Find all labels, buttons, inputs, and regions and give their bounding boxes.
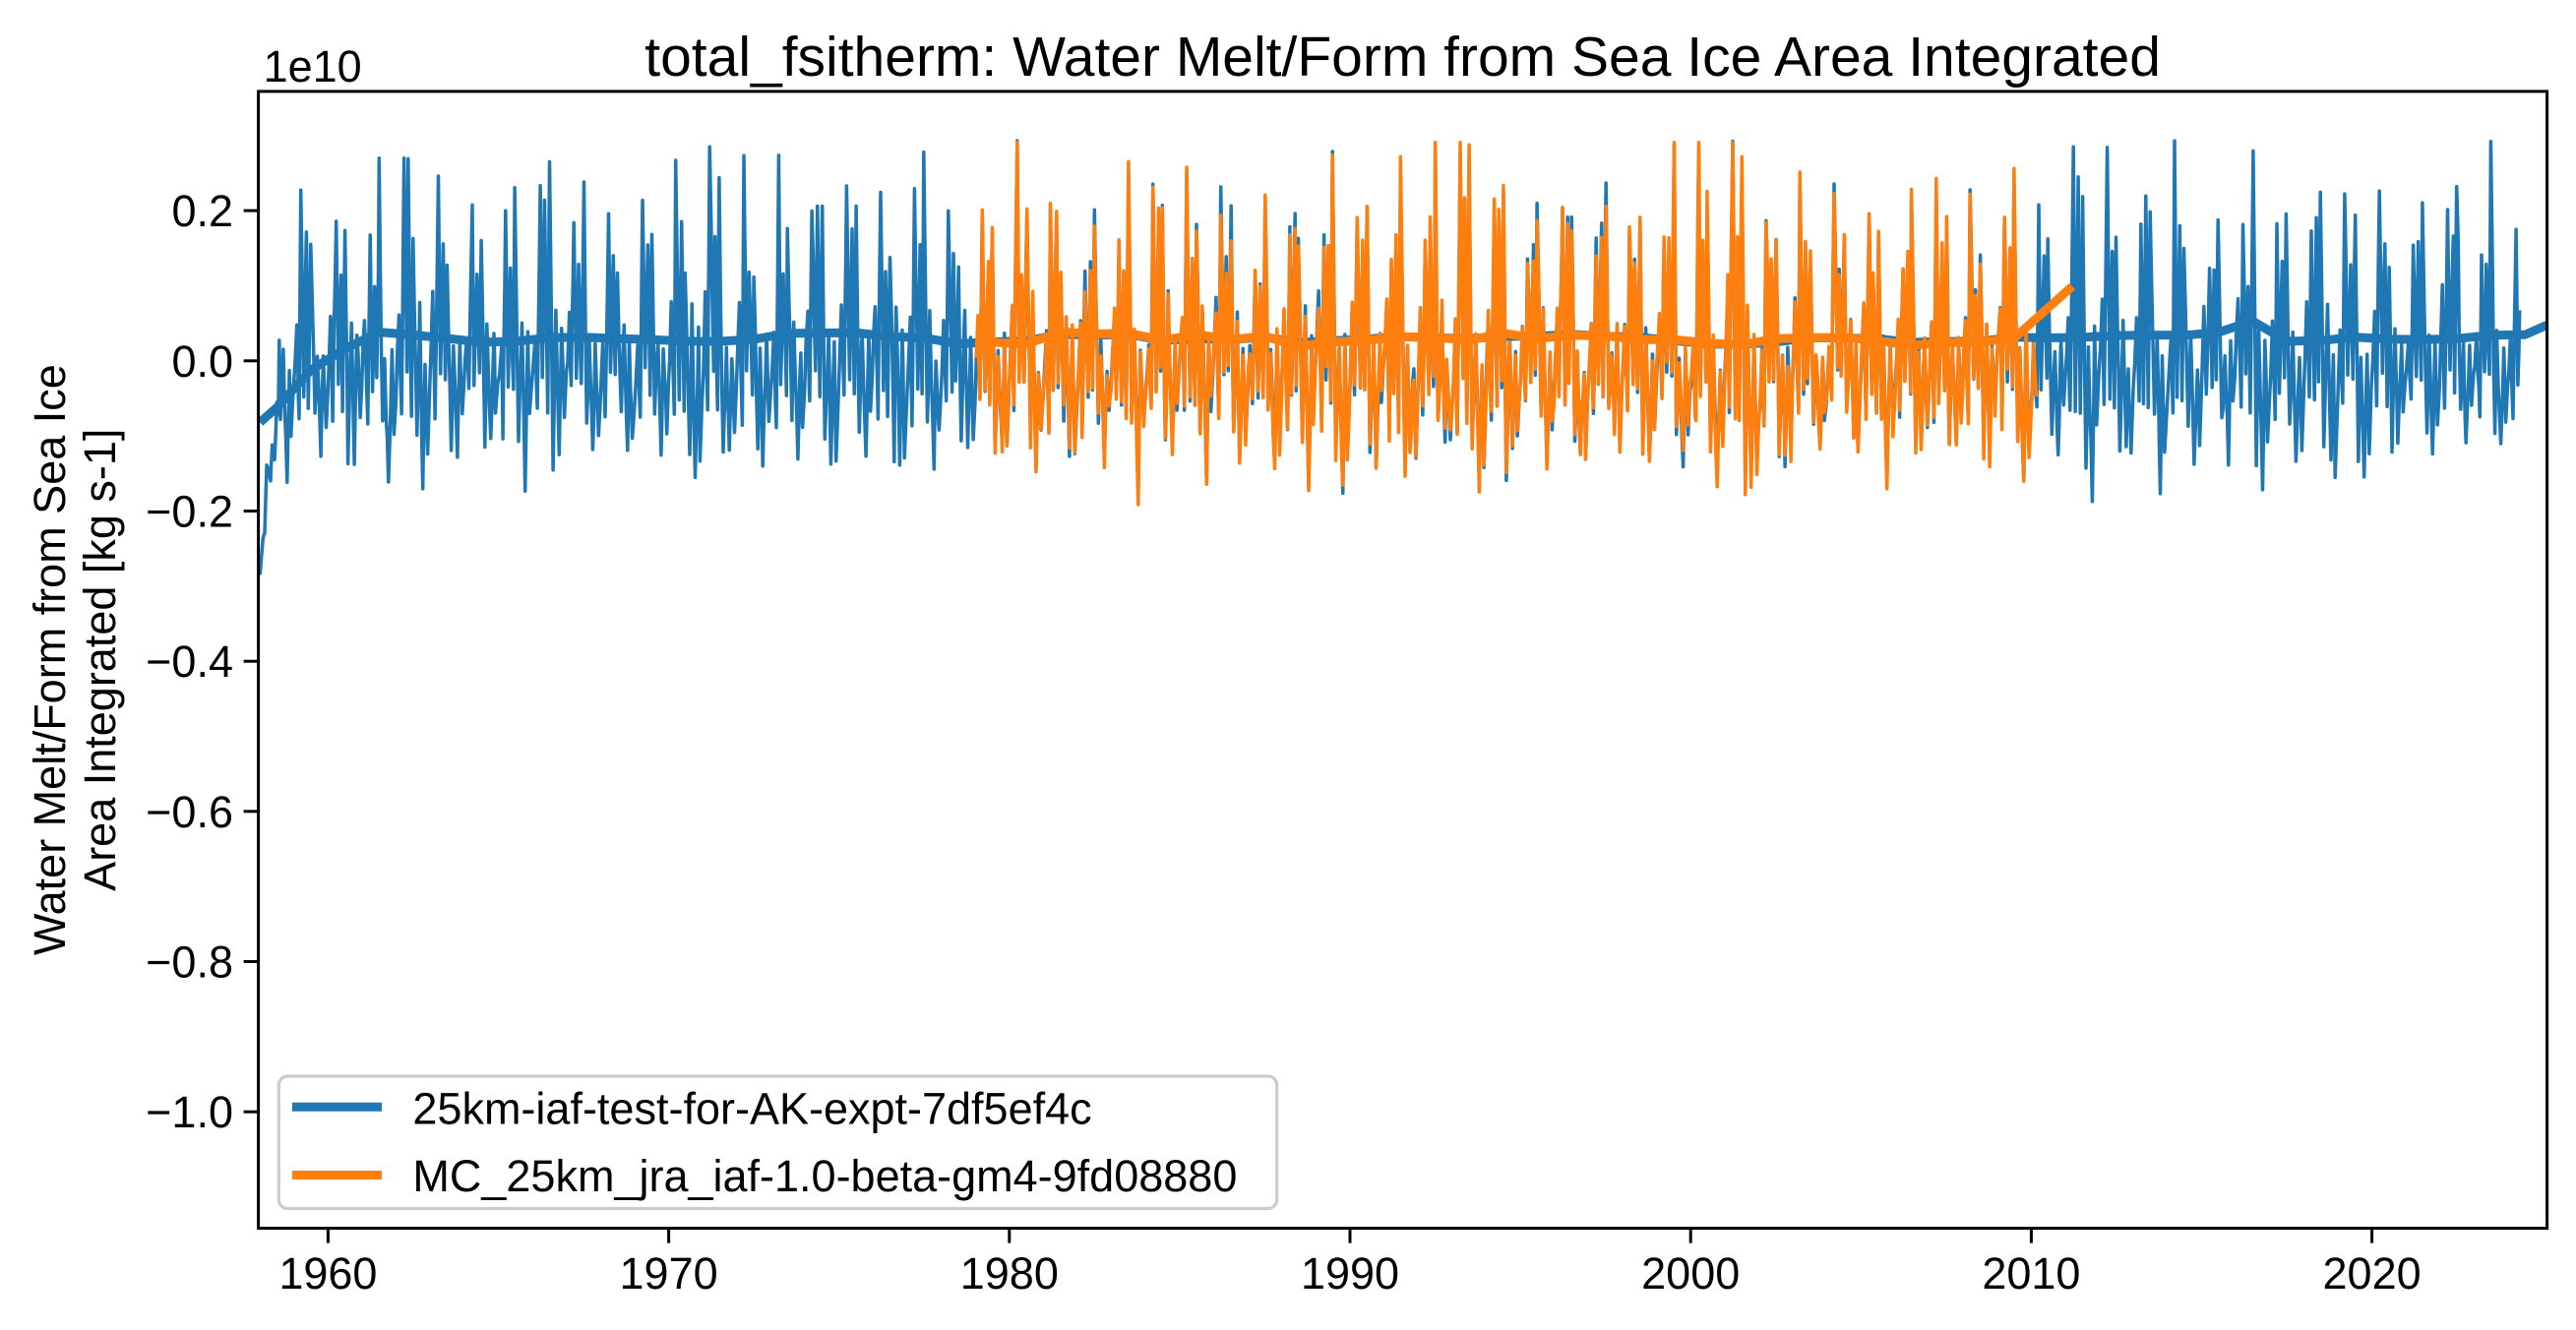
svg-text:25km-iaf-test-for-AK-expt-7df5: 25km-iaf-test-for-AK-expt-7df5ef4c (412, 1083, 1091, 1133)
svg-text:Water Melt/Form from Sea Ice: Water Melt/Form from Sea Ice (25, 364, 75, 955)
svg-text:1970: 1970 (620, 1248, 718, 1299)
svg-text:−0.4: −0.4 (146, 636, 233, 687)
svg-text:2010: 2010 (1982, 1248, 2080, 1299)
svg-text:0.0: 0.0 (171, 336, 233, 387)
svg-text:0.2: 0.2 (171, 186, 233, 236)
svg-text:2000: 2000 (1641, 1248, 1740, 1299)
svg-text:−0.6: −0.6 (146, 787, 233, 837)
svg-text:−0.8: −0.8 (146, 937, 233, 988)
svg-text:1960: 1960 (278, 1248, 377, 1299)
svg-text:−1.0: −1.0 (146, 1087, 233, 1137)
svg-text:1990: 1990 (1301, 1248, 1399, 1299)
svg-text:2020: 2020 (2323, 1248, 2422, 1299)
svg-text:1e10: 1e10 (264, 41, 362, 91)
svg-text:1980: 1980 (960, 1248, 1059, 1299)
svg-text:Area Integrated [kg s-1]: Area Integrated [kg s-1] (75, 429, 125, 891)
svg-text:total_fsitherm: Water Melt/For: total_fsitherm: Water Melt/Form from Sea… (644, 26, 2161, 89)
svg-text:−0.2: −0.2 (146, 487, 233, 537)
svg-text:MC_25km_jra_iaf-1.0-beta-gm4-9: MC_25km_jra_iaf-1.0-beta-gm4-9fd08880 (412, 1151, 1237, 1201)
